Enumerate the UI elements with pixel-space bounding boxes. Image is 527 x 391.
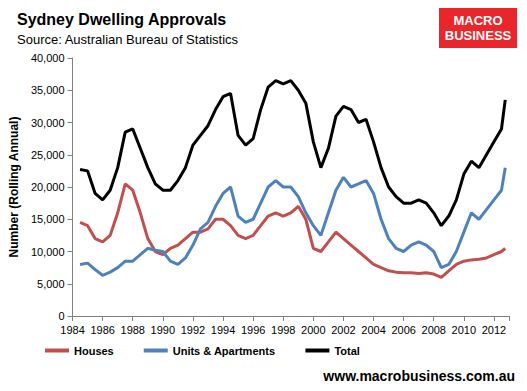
svg-text:Sydney Dwelling Approvals: Sydney Dwelling Approvals bbox=[17, 11, 226, 28]
svg-text:35,000: 35,000 bbox=[31, 84, 65, 96]
svg-text:Units & Apartments: Units & Apartments bbox=[173, 345, 275, 357]
svg-text:5,000: 5,000 bbox=[37, 278, 65, 290]
svg-text:www.macrobusiness.com.au: www.macrobusiness.com.au bbox=[322, 368, 515, 384]
svg-text:10,000: 10,000 bbox=[31, 246, 65, 258]
svg-text:1994: 1994 bbox=[211, 324, 235, 336]
svg-text:40,000: 40,000 bbox=[31, 52, 65, 64]
svg-text:1984: 1984 bbox=[60, 324, 84, 336]
svg-text:30,000: 30,000 bbox=[31, 117, 65, 129]
svg-text:Houses: Houses bbox=[74, 345, 114, 357]
svg-text:1996: 1996 bbox=[241, 324, 265, 336]
svg-text:20,000: 20,000 bbox=[31, 181, 65, 193]
svg-text:2008: 2008 bbox=[422, 324, 446, 336]
svg-text:15,000: 15,000 bbox=[31, 213, 65, 225]
svg-text:2010: 2010 bbox=[452, 324, 476, 336]
svg-text:Total: Total bbox=[334, 345, 359, 357]
svg-text:1990: 1990 bbox=[151, 324, 175, 336]
svg-text:25,000: 25,000 bbox=[31, 149, 65, 161]
svg-text:MACRO: MACRO bbox=[453, 13, 502, 28]
svg-text:2002: 2002 bbox=[331, 324, 355, 336]
svg-text:Number (Rolling Annual): Number (Rolling Annual) bbox=[7, 117, 21, 258]
svg-text:1992: 1992 bbox=[181, 324, 205, 336]
svg-text:BUSINESS: BUSINESS bbox=[445, 28, 512, 43]
svg-text:1986: 1986 bbox=[90, 324, 114, 336]
svg-text:2004: 2004 bbox=[361, 324, 385, 336]
svg-text:2006: 2006 bbox=[391, 324, 415, 336]
svg-text:1998: 1998 bbox=[271, 324, 295, 336]
svg-text:0: 0 bbox=[58, 310, 64, 322]
svg-text:2000: 2000 bbox=[301, 324, 325, 336]
svg-text:1988: 1988 bbox=[121, 324, 145, 336]
svg-text:2012: 2012 bbox=[482, 324, 506, 336]
svg-text:Source: Australian Bureau of S: Source: Australian Bureau of Statistics bbox=[17, 32, 239, 47]
